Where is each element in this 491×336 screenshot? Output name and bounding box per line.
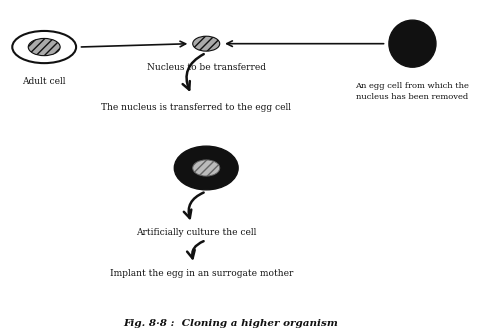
Text: Adult cell: Adult cell — [23, 77, 66, 86]
Ellipse shape — [192, 36, 219, 51]
Text: Nucleus to be transferred: Nucleus to be transferred — [147, 63, 266, 72]
Circle shape — [174, 146, 238, 190]
Text: The nucleus is transferred to the egg cell: The nucleus is transferred to the egg ce… — [102, 103, 291, 112]
Ellipse shape — [28, 38, 60, 56]
Text: Artificially culture the cell: Artificially culture the cell — [136, 228, 257, 238]
Ellipse shape — [389, 20, 436, 67]
Ellipse shape — [192, 160, 219, 176]
Text: An egg cell from which the
nucleus has been removed: An egg cell from which the nucleus has b… — [355, 82, 469, 101]
Text: Fig. 8·8 :  Cloning a higher organism: Fig. 8·8 : Cloning a higher organism — [123, 319, 338, 328]
Text: Implant the egg in an surrogate mother: Implant the egg in an surrogate mother — [109, 269, 293, 278]
